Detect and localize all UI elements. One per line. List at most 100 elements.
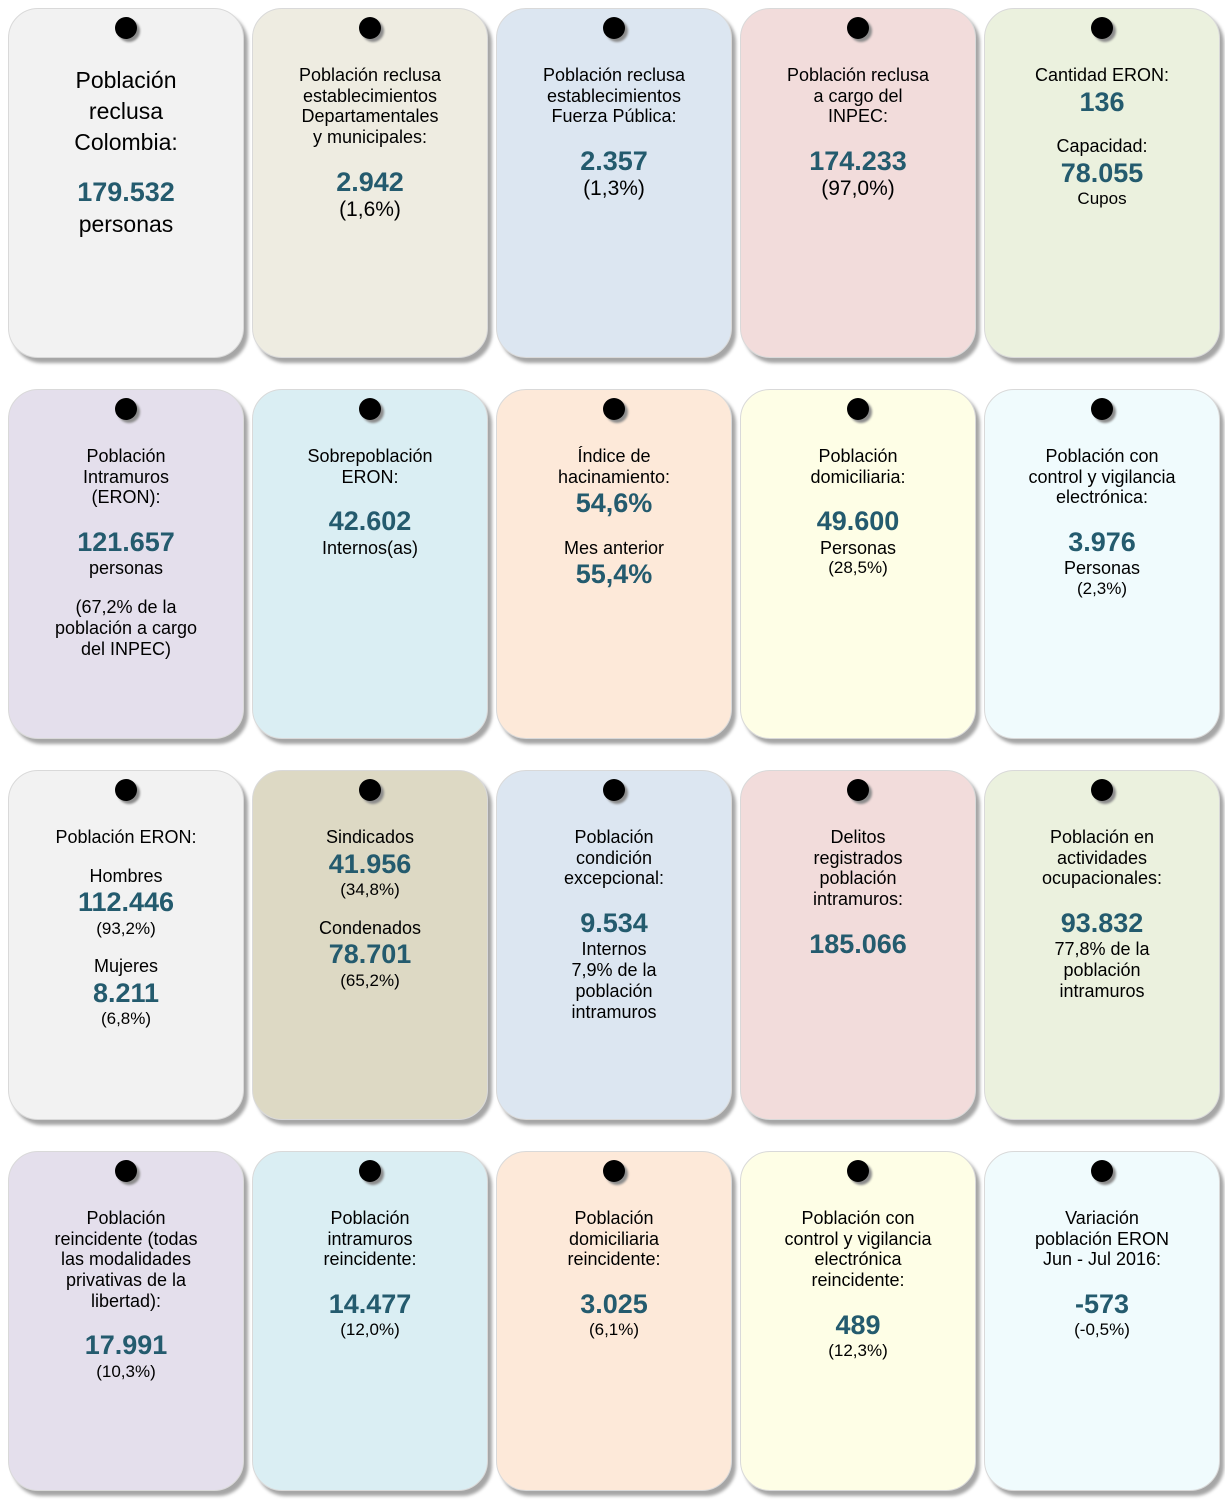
text-group: Población con control y vigilancia electró… xyxy=(749,1208,967,1291)
pin xyxy=(115,779,137,801)
text-group: Sobrepoblación ERON: xyxy=(261,446,479,487)
stat-label: 77,8% de la xyxy=(1054,939,1150,960)
stat-label: ERON: xyxy=(341,466,399,487)
stat-label: Personas xyxy=(1063,558,1141,579)
stat-value: 3.025 xyxy=(580,1289,648,1320)
text-group: Índice de hacinamiento: 54,6% xyxy=(505,446,723,520)
stat-card: Variación población ERON Jun - Jul 2016: -5… xyxy=(984,1151,1220,1491)
stat-label: Mes anterior xyxy=(563,537,665,558)
stat-card: Población Intramuros (ERON): 121.657 persona… xyxy=(8,389,244,739)
stat-card: Población domiciliaria reincidente: 3.025 (6… xyxy=(496,1151,732,1491)
pin xyxy=(847,779,869,801)
stat-label: Mujeres xyxy=(93,956,159,977)
stat-label: y municipales: xyxy=(312,127,428,148)
stat-label: (97,0%) xyxy=(821,177,895,201)
text-group: Población domiciliaria reincidente: xyxy=(505,1208,723,1270)
stat-label: personas xyxy=(88,558,164,579)
stat-value: 489 xyxy=(835,1309,881,1340)
text-group: 121.657 personas xyxy=(17,526,235,579)
stat-label: Internos xyxy=(581,939,647,960)
stat-label: Capacidad: xyxy=(1056,136,1148,157)
stat-label: (67,2% de la xyxy=(75,597,177,618)
stat-card: Cantidad ERON: 136 Capacidad: 78.055 Cupos xyxy=(984,8,1220,358)
stat-value: 112.446 xyxy=(77,887,175,918)
stat-label: población xyxy=(1063,960,1141,981)
stat-label: Población xyxy=(818,446,898,466)
text-group: Mes anterior 55,4% xyxy=(505,538,723,591)
text-group: 489 (12,3%) xyxy=(749,1309,967,1361)
stat-label: control y vigilancia xyxy=(784,1228,932,1249)
stat-label: registrados xyxy=(813,847,903,868)
stat-label: (28,5%) xyxy=(828,558,888,578)
stat-label: Población con xyxy=(801,1208,915,1228)
stat-label: intramuros xyxy=(571,1001,657,1022)
stat-label: reclusa xyxy=(88,98,164,125)
stat-label: Población xyxy=(574,827,654,847)
text-group: Sindicados 41.956 (34,8%) xyxy=(261,827,479,900)
stat-label: a cargo del xyxy=(813,85,903,106)
pin xyxy=(603,398,625,420)
stat-label: establecimientos xyxy=(546,85,682,106)
text-group: Población reincidente (todas las modalidad… xyxy=(17,1208,235,1311)
stat-label: Población reclusa xyxy=(786,65,930,85)
text-group: Población ERON: xyxy=(17,827,235,848)
pin xyxy=(847,17,869,39)
text-group: 2.357 (1,3%) xyxy=(505,145,723,202)
pin xyxy=(1091,17,1113,39)
stat-label: (93,2%) xyxy=(96,918,156,938)
stat-value: 78.701 xyxy=(328,939,412,970)
text-group: Población reclusa establecimientos Fuerza … xyxy=(505,65,723,127)
text-group: Población domiciliaria: xyxy=(749,446,967,487)
stat-label: reincidente (todas xyxy=(54,1228,198,1249)
stat-label: electrónica: xyxy=(1055,487,1149,508)
stat-value: -573 xyxy=(1074,1289,1130,1320)
text-group: Población reclusa a cargo del INPEC: xyxy=(749,65,967,127)
pin xyxy=(115,398,137,420)
pin xyxy=(359,17,381,39)
stat-card: Sindicados 41.956 (34,8%) Condenados 78.701(… xyxy=(252,770,488,1120)
stat-label: domiciliaria xyxy=(568,1228,660,1249)
stat-card: Población ERON: Hombres 112.446 (93,2%) Muje… xyxy=(8,770,244,1120)
stat-card: Sobrepoblación ERON: 42.602 Internos(as) xyxy=(252,389,488,739)
stat-value: 55,4% xyxy=(575,559,653,590)
stat-label: Departamentales xyxy=(301,106,439,127)
pin xyxy=(115,1160,137,1182)
text-group: 3.976 Personas (2,3%) xyxy=(993,526,1211,599)
stat-label: hacinamiento: xyxy=(557,466,671,487)
stat-card: Población con control y vigilancia electró… xyxy=(740,1151,976,1491)
stat-label: población xyxy=(575,980,653,1001)
stat-label: domiciliaria: xyxy=(810,466,906,487)
text-group: 9.534 Internos 7,9% de la población intramur… xyxy=(505,907,723,1022)
stat-card: Delitos registrados población intramuros: 18… xyxy=(740,770,976,1120)
stat-label: intramuros xyxy=(327,1228,413,1249)
stat-value: 17.991 xyxy=(84,1330,168,1361)
pin xyxy=(603,779,625,801)
pin xyxy=(847,1160,869,1182)
stat-label: población ERON xyxy=(1034,1228,1170,1249)
text-group: Población intramuros reincidente: xyxy=(261,1208,479,1270)
stat-label: (2,3%) xyxy=(1076,579,1128,599)
stat-label: Población en xyxy=(1049,827,1155,847)
stat-label: Índice de xyxy=(577,446,651,466)
text-group: -573 (-0,5%) xyxy=(993,1288,1211,1340)
stat-card: Población en actividades ocupacionales: 93.… xyxy=(984,770,1220,1120)
stat-label: (1,6%) xyxy=(339,198,401,222)
text-group: 14.477 (12,0%) xyxy=(261,1288,479,1340)
stat-card: Población reincidente (todas las modalidad… xyxy=(8,1151,244,1491)
text-group: Población Intramuros (ERON): xyxy=(17,446,235,508)
text-group: Población reclusa establecimientos Departa… xyxy=(261,65,479,148)
stat-label: Hombres xyxy=(89,865,163,886)
stat-value: 49.600 xyxy=(816,506,900,537)
stat-label: (34,8%) xyxy=(340,880,400,900)
text-group: 3.025 (6,1%) xyxy=(505,1288,723,1340)
stat-label: Delitos xyxy=(830,827,886,847)
text-group: 179.532 personas xyxy=(17,176,235,239)
stat-label: libertad): xyxy=(90,1290,162,1311)
stat-label: reincidente: xyxy=(567,1249,661,1270)
stat-card: Población reclusa establecimientos Departa… xyxy=(252,8,488,358)
stat-label: (12,0%) xyxy=(340,1320,400,1340)
stat-value: 179.532 xyxy=(77,177,175,208)
stat-card: Población condición excepcional: 9.534 Inter… xyxy=(496,770,732,1120)
stat-value: 93.832 xyxy=(1060,908,1144,939)
